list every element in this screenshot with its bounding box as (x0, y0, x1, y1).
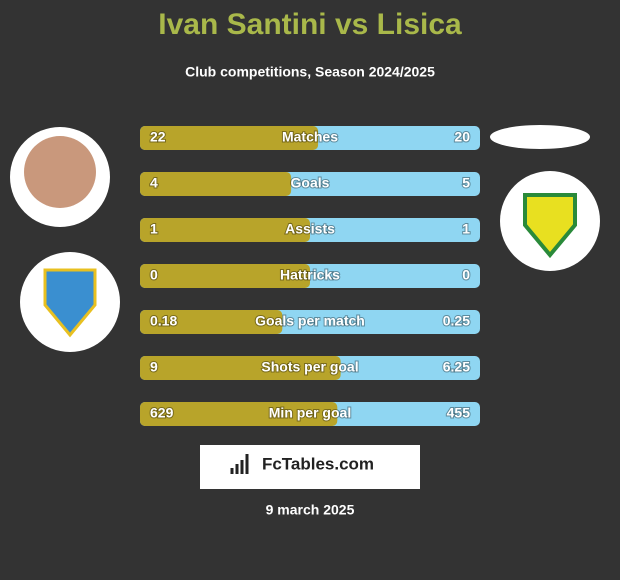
bar-left (140, 402, 338, 426)
placeholder (490, 125, 590, 149)
date: 9 march 2025 (266, 502, 355, 518)
left-value: 0.18 (150, 313, 177, 329)
row-label: Min per goal (269, 405, 351, 421)
bar-left (140, 264, 310, 288)
row-label: Goals (291, 175, 330, 191)
right-value: 455 (447, 405, 471, 421)
right-value: 0.25 (443, 313, 470, 329)
left-value: 1 (150, 221, 158, 237)
right-value: 6.25 (443, 359, 470, 375)
row-label: Matches (282, 129, 338, 145)
row-label: Goals per match (255, 313, 365, 329)
subtitle: Club competitions, Season 2024/2025 (185, 64, 435, 80)
right-value: 5 (462, 175, 470, 191)
bar-left (140, 218, 310, 242)
right-value: 1 (462, 221, 470, 237)
left-value: 629 (150, 405, 174, 421)
left-value: 0 (150, 267, 158, 283)
player-face (24, 136, 96, 208)
right-value: 20 (454, 129, 470, 145)
left-value: 9 (150, 359, 158, 375)
bar-left (140, 310, 283, 334)
shield-right (523, 193, 577, 259)
brand-icon (230, 454, 249, 474)
row-label: Shots per goal (261, 359, 358, 375)
row-label: Hattricks (280, 267, 340, 283)
row-label: Assists (285, 221, 335, 237)
title: Ivan Santini vs Lisica (158, 8, 462, 41)
bar-left (140, 356, 341, 380)
right-value: 0 (462, 267, 470, 283)
brand: FcTables.com (262, 454, 374, 473)
bar-left (140, 126, 319, 150)
shield-left (43, 268, 97, 338)
left-value: 4 (150, 175, 158, 191)
bar-left (140, 172, 292, 196)
left-value: 22 (150, 129, 166, 145)
